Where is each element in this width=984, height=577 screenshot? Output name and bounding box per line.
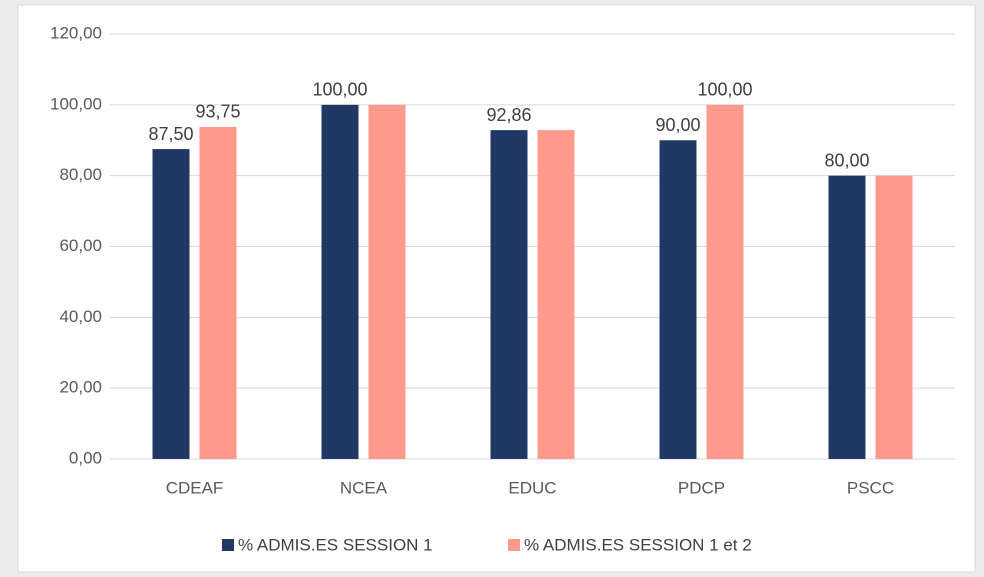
x-tick-label: CDEAF bbox=[166, 478, 224, 497]
y-tick-label: 80,00 bbox=[59, 165, 102, 184]
y-tick-label: 40,00 bbox=[59, 307, 102, 326]
y-tick-label: 100,00 bbox=[50, 94, 102, 113]
bar bbox=[828, 175, 866, 459]
bar bbox=[659, 140, 697, 459]
bar bbox=[706, 104, 744, 459]
data-label: 87,50 bbox=[148, 124, 193, 144]
x-tick-label: PDCP bbox=[678, 478, 725, 497]
x-tick-label: PSCC bbox=[847, 478, 894, 497]
data-label: 90,00 bbox=[655, 115, 700, 135]
bar bbox=[875, 175, 913, 459]
bar bbox=[490, 130, 528, 459]
legend-label: % ADMIS.ES SESSION 1 et 2 bbox=[524, 535, 752, 554]
bar bbox=[321, 104, 359, 459]
legend-label: % ADMIS.ES SESSION 1 bbox=[238, 535, 433, 554]
bar bbox=[368, 104, 406, 459]
y-tick-label: 60,00 bbox=[59, 236, 102, 255]
bar bbox=[199, 126, 237, 459]
data-label: 100,00 bbox=[312, 80, 367, 100]
legend-swatch bbox=[508, 539, 520, 551]
data-label: 93,75 bbox=[195, 102, 240, 122]
x-tick-label: NCEA bbox=[340, 478, 388, 497]
y-tick-label: 0,00 bbox=[69, 448, 102, 467]
data-label: 92,86 bbox=[486, 105, 531, 125]
bar bbox=[537, 130, 575, 459]
x-tick-label: EDUC bbox=[508, 478, 556, 497]
legend-swatch bbox=[222, 539, 234, 551]
data-label: 100,00 bbox=[697, 80, 752, 100]
data-label: 80,00 bbox=[824, 150, 869, 170]
y-tick-label: 120,00 bbox=[50, 23, 102, 42]
y-tick-label: 20,00 bbox=[59, 378, 102, 397]
bar bbox=[152, 149, 190, 459]
